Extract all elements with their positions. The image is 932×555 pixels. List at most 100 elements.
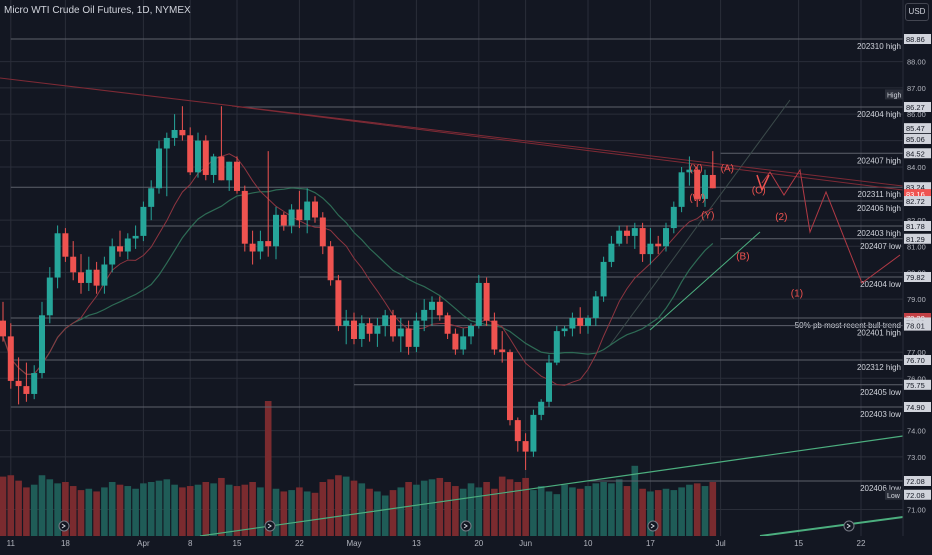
volume-bar [397, 487, 405, 536]
event-marker-circle [647, 520, 659, 532]
price-tag-label: 83.16 [906, 190, 925, 199]
candle-body [23, 386, 30, 394]
level-label: 202403 high [857, 229, 901, 238]
candle-body [273, 214, 279, 247]
price-tag [904, 320, 931, 331]
candle-body [475, 282, 482, 326]
candle [343, 309, 350, 345]
candle [156, 140, 162, 194]
candle [31, 365, 38, 400]
volume-bar [194, 484, 202, 536]
candle-body [499, 349, 506, 353]
wave-label: (Y) [701, 211, 714, 222]
price-tag-label: 84.52 [906, 149, 925, 158]
event-marker[interactable] [647, 520, 659, 532]
price-tick-label: 77.00 [907, 348, 926, 357]
candle [280, 212, 287, 231]
volume-bar [444, 482, 451, 536]
volume-bars [0, 401, 717, 536]
volume-bar [600, 482, 607, 536]
candle-body [171, 129, 178, 138]
candle [0, 301, 6, 342]
candle [468, 323, 474, 345]
candle-body [241, 190, 248, 244]
volume-bar [522, 477, 529, 536]
level-label: 202404 low [860, 280, 901, 289]
time-tick-label: 22 [295, 539, 304, 548]
candle-body [140, 206, 147, 236]
time-tick-label: 15 [794, 539, 803, 548]
candle [507, 349, 513, 426]
candle-body [202, 140, 209, 175]
candle-body [132, 235, 139, 239]
candle-body [366, 323, 373, 334]
volume-bar [0, 476, 7, 536]
candle-body [569, 318, 576, 329]
wave-label: (W) [689, 193, 705, 204]
candle [195, 132, 201, 178]
candle-body [319, 217, 326, 247]
candle-body [600, 261, 607, 297]
candle-body [257, 241, 264, 252]
volume-bar [647, 491, 654, 536]
candle [647, 228, 654, 265]
projection-path [761, 168, 901, 284]
candle [187, 127, 194, 175]
candle-body [148, 188, 155, 207]
price-tick-label: 71.00 [907, 506, 926, 515]
event-marker-icon [846, 523, 851, 529]
price-tick-label: 73.00 [907, 453, 926, 462]
candle [475, 274, 482, 329]
candle [85, 256, 92, 292]
candle [163, 132, 170, 197]
event-marker[interactable] [58, 520, 70, 532]
volume-bar [132, 488, 139, 536]
candle [429, 296, 435, 326]
candle [546, 354, 552, 407]
candle [7, 323, 14, 389]
wave-label: (X) [689, 164, 702, 175]
candle-body [546, 362, 552, 402]
currency-button[interactable]: USD [905, 3, 929, 21]
candle [702, 169, 708, 207]
candle-body [514, 420, 521, 442]
axis-badge [885, 489, 903, 500]
level-label: 202406 low [860, 484, 901, 493]
candle-body [663, 228, 669, 247]
volume-bar [436, 477, 444, 536]
candle-body [397, 328, 404, 337]
level-label: 202405 low [860, 388, 901, 397]
candle-body [296, 209, 303, 221]
event-marker[interactable] [460, 520, 472, 532]
price-tag-label: 81.29 [906, 235, 925, 244]
candle-body [374, 325, 381, 334]
candle-body [31, 373, 38, 394]
candle-body [491, 320, 498, 350]
volume-bar [264, 401, 272, 536]
candle-body [444, 315, 451, 334]
event-marker[interactable] [264, 520, 276, 532]
candle [436, 296, 443, 321]
price-tag [904, 123, 931, 134]
candle-body [709, 174, 716, 189]
candle-body [538, 401, 545, 415]
wave-arrow [756, 174, 770, 193]
candle [483, 277, 490, 326]
candle-body [655, 243, 662, 247]
candle [23, 362, 30, 402]
volume-bar [506, 479, 514, 536]
candle-body [686, 169, 693, 173]
candle [249, 230, 256, 265]
event-marker[interactable] [843, 520, 855, 532]
volume-bar [218, 477, 225, 536]
candle-body [608, 243, 615, 262]
volume-bar [483, 482, 490, 536]
price-tick-label: 82.00 [907, 216, 926, 225]
candle-body [101, 264, 108, 286]
channel-lower [649, 231, 761, 331]
volume-bar [85, 488, 93, 536]
candle [530, 409, 537, 457]
candle-body [288, 209, 295, 226]
